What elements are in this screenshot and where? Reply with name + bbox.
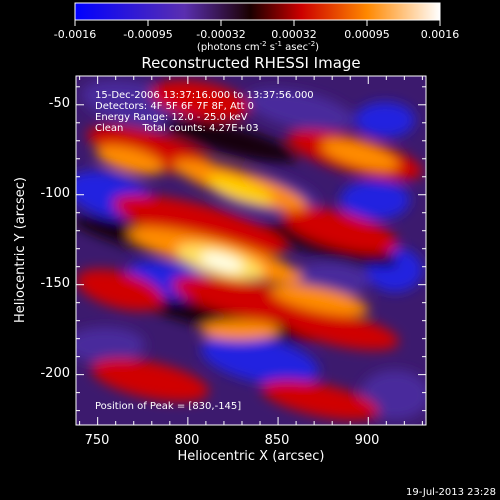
x-tick-label-0: 750	[85, 433, 110, 448]
annotation-peak-position: Position of Peak = [830,-145]	[95, 401, 241, 412]
x-axis-label: Heliocentric X (arcsec)	[178, 449, 325, 464]
info-annotations: 15-Dec-2006 13:37:16.000 to 13:37:56.000…	[95, 90, 314, 134]
y-tick-label-1: -100	[40, 186, 70, 201]
x-tick-label-2: 850	[265, 433, 290, 448]
x-tick-label-3: 900	[355, 433, 380, 448]
annotation-detectors: Detectors: 4F 5F 6F 7F 8F, Att 0	[95, 101, 254, 112]
y-tick-label-3: -200	[40, 366, 70, 381]
colorbar: -0.0016 -0.00095 -0.00032 0.00032 0.0009…	[54, 2, 460, 53]
axis-ticks	[76, 76, 426, 425]
plot-frame	[75, 75, 427, 426]
colorbar-unit-label: (photons cm-2 s-1 asec-2)	[197, 40, 319, 53]
chart-title: Reconstructed RHESSI Image	[141, 54, 360, 72]
annotation-clean-counts: Clean Total counts: 4.27E+03	[95, 123, 259, 134]
y-axis-label: Heliocentric Y (arcsec)	[13, 177, 28, 323]
colorbar-ticks	[74, 20, 441, 26]
colorbar-gradient	[74, 2, 441, 21]
annotation-time-range: 15-Dec-2006 13:37:16.000 to 13:37:56.000	[95, 90, 314, 101]
colorbar-tick-label-4: 0.00095	[344, 28, 390, 41]
y-tick-label-0: -50	[49, 96, 70, 111]
y-tick-label-2: -150	[40, 276, 70, 291]
x-tick-label-1: 800	[175, 433, 200, 448]
annotation-energy-range: Energy Range: 12.0 - 25.0 keV	[95, 112, 248, 123]
colorbar-tick-label-5: 0.0016	[421, 28, 460, 41]
heatmap-image	[76, 76, 426, 425]
colorbar-tick-label-0: -0.0016	[54, 28, 96, 41]
colorbar-tick-label-3: 0.00032	[271, 28, 317, 41]
colorbar-tick-label-2: -0.00032	[196, 28, 245, 41]
colorbar-tick-label-1: -0.00095	[123, 28, 172, 41]
footer-timestamp: 19-Jul-2013 23:28	[406, 487, 496, 498]
